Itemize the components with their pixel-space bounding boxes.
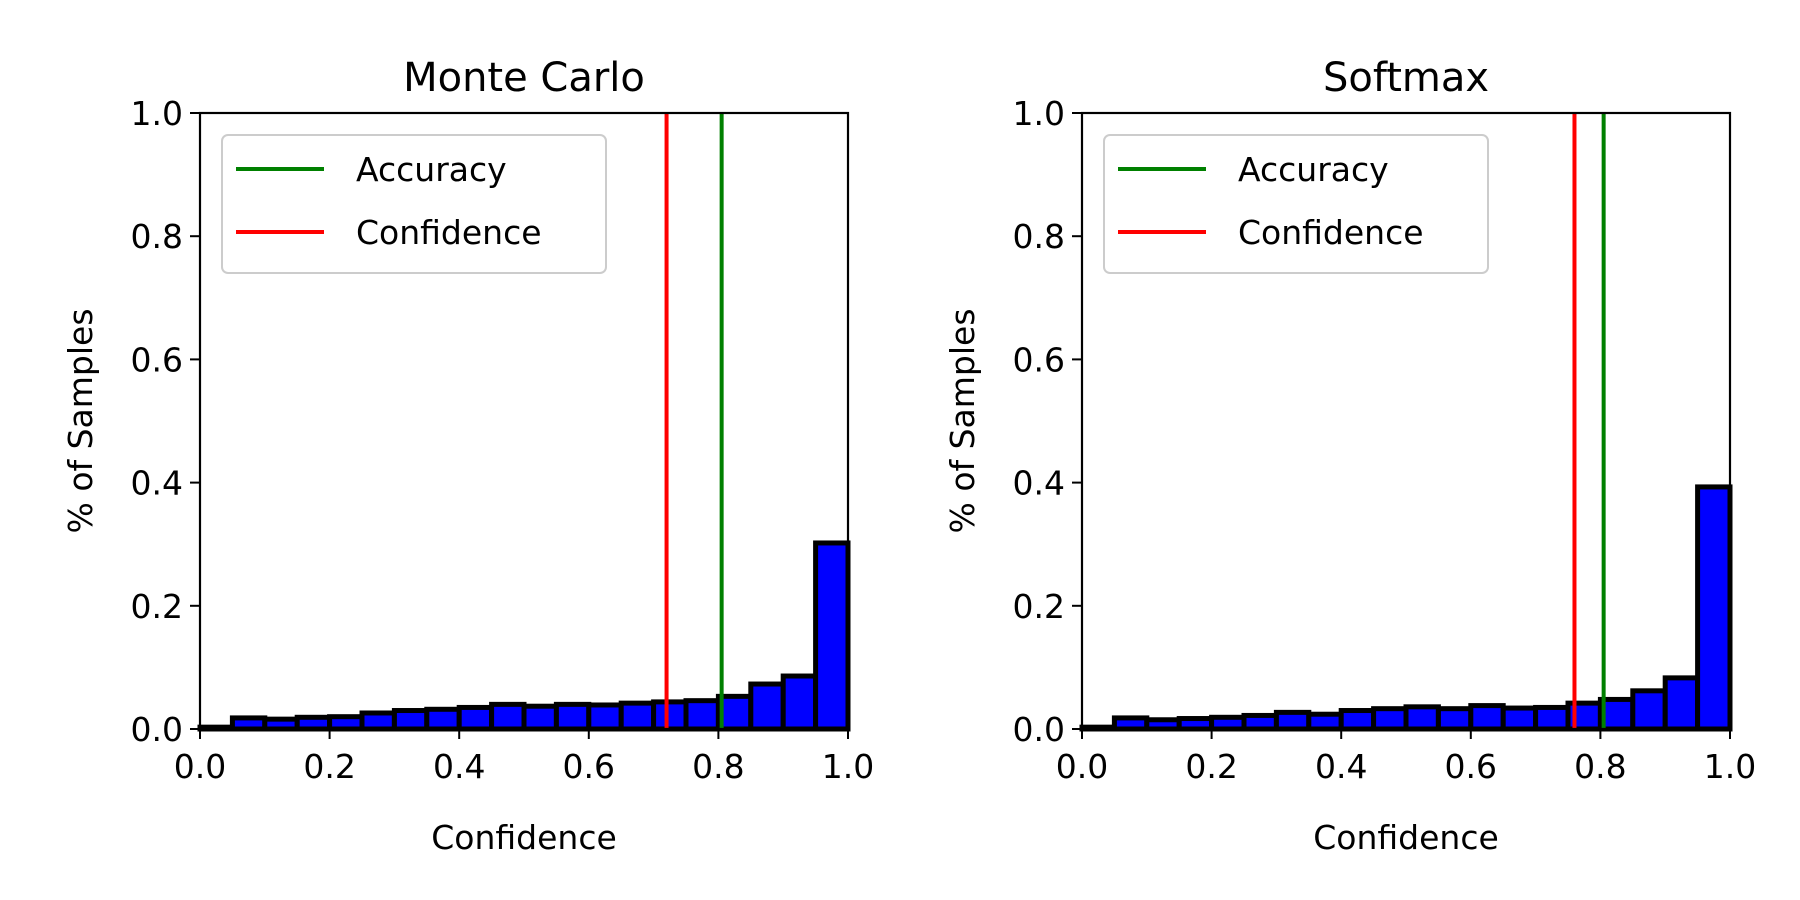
bar bbox=[1338, 708, 1377, 732]
bar bbox=[1695, 484, 1733, 732]
legend: Accuracy Confidence bbox=[1103, 134, 1489, 274]
legend-accuracy-label: Accuracy bbox=[1238, 150, 1389, 189]
bar bbox=[1662, 675, 1701, 732]
bar bbox=[586, 702, 624, 732]
bar bbox=[813, 540, 851, 732]
plot-frame bbox=[1080, 111, 1732, 731]
bar bbox=[391, 708, 430, 732]
y-tick-label: 0.0 bbox=[1013, 710, 1065, 749]
bar bbox=[1241, 712, 1279, 732]
x-axis-label: Confidence bbox=[1313, 818, 1499, 857]
y-ticks: 0.0 0.2 0.4 0.6 0.8 1.0 bbox=[131, 94, 200, 749]
x-tick-label: 1.0 bbox=[822, 747, 874, 786]
y-tick-label: 0.0 bbox=[131, 710, 183, 749]
chart-softmax: Softmax Confidence % of Samples 0.0 0.2 0.… bbox=[943, 55, 1756, 857]
y-tick-label: 1.0 bbox=[131, 94, 183, 133]
legend-accuracy-label: Accuracy bbox=[356, 150, 507, 189]
y-tick-label: 0.4 bbox=[131, 464, 183, 503]
bar bbox=[424, 706, 462, 732]
bar bbox=[1435, 706, 1474, 732]
bar bbox=[229, 715, 268, 732]
reference-lines bbox=[1572, 113, 1606, 729]
legend: Accuracy Confidence bbox=[221, 134, 607, 274]
bar bbox=[618, 700, 657, 732]
x-tick-label: 0.8 bbox=[1574, 747, 1626, 786]
legend-confidence-label: Confidence bbox=[356, 213, 542, 252]
bar bbox=[683, 698, 721, 732]
chart-title: Monte Carlo bbox=[403, 55, 645, 101]
y-tick-label: 0.2 bbox=[131, 587, 183, 626]
bar bbox=[1500, 705, 1539, 732]
bar bbox=[780, 673, 819, 732]
bar bbox=[1403, 704, 1441, 732]
x-ticks: 0.0 0.2 0.4 0.6 0.8 1.0 bbox=[174, 729, 874, 786]
x-tick-label: 0.6 bbox=[563, 747, 615, 786]
bar bbox=[359, 710, 397, 732]
bar bbox=[1468, 703, 1506, 732]
y-tick-label: 0.8 bbox=[131, 217, 183, 256]
bar bbox=[521, 703, 559, 732]
bar bbox=[1209, 714, 1247, 732]
y-tick-label: 0.8 bbox=[1013, 217, 1065, 256]
x-axis-label: Confidence bbox=[431, 818, 617, 857]
bar bbox=[1533, 704, 1571, 732]
bar bbox=[1144, 717, 1182, 732]
bar bbox=[1111, 715, 1150, 732]
plot-frame bbox=[198, 111, 850, 731]
y-tick-label: 0.6 bbox=[131, 340, 183, 379]
chart-monte-carlo: Monte Carlo Confidence % of Samples 0.0 0… bbox=[61, 55, 874, 857]
bar bbox=[651, 699, 689, 732]
legend-confidence-label: Confidence bbox=[1238, 213, 1424, 252]
x-tick-label: 0.4 bbox=[433, 747, 485, 786]
x-tick-label: 0.0 bbox=[1056, 747, 1108, 786]
y-tick-label: 0.4 bbox=[1013, 464, 1065, 503]
y-tick-label: 0.6 bbox=[1013, 340, 1065, 379]
x-tick-label: 0.0 bbox=[174, 747, 226, 786]
bar bbox=[1630, 688, 1668, 732]
bar bbox=[294, 714, 333, 732]
bar bbox=[262, 716, 300, 732]
reference-lines bbox=[664, 113, 724, 729]
x-tick-label: 1.0 bbox=[1704, 747, 1756, 786]
x-tick-label: 0.4 bbox=[1315, 747, 1367, 786]
y-axis-label: % of Samples bbox=[61, 308, 100, 533]
bars bbox=[197, 540, 851, 732]
bars bbox=[1079, 484, 1733, 732]
y-axis-label: % of Samples bbox=[943, 308, 982, 533]
x-tick-label: 0.2 bbox=[303, 747, 355, 786]
bar bbox=[456, 704, 495, 732]
bar bbox=[1273, 709, 1312, 732]
x-ticks: 0.0 0.2 0.4 0.6 0.8 1.0 bbox=[1056, 729, 1756, 786]
y-tick-label: 1.0 bbox=[1013, 94, 1065, 133]
bar bbox=[1371, 706, 1409, 732]
bar bbox=[1306, 711, 1344, 732]
y-tick-label: 0.2 bbox=[1013, 587, 1065, 626]
y-ticks: 0.0 0.2 0.4 0.6 0.8 1.0 bbox=[1013, 94, 1082, 749]
bar bbox=[1176, 716, 1215, 732]
x-tick-label: 0.6 bbox=[1445, 747, 1497, 786]
x-tick-label: 0.8 bbox=[692, 747, 744, 786]
bar bbox=[327, 714, 365, 732]
x-tick-label: 0.2 bbox=[1185, 747, 1237, 786]
bar bbox=[489, 701, 527, 732]
chart-title: Softmax bbox=[1323, 55, 1489, 101]
bar bbox=[748, 681, 786, 732]
bar bbox=[553, 701, 592, 732]
